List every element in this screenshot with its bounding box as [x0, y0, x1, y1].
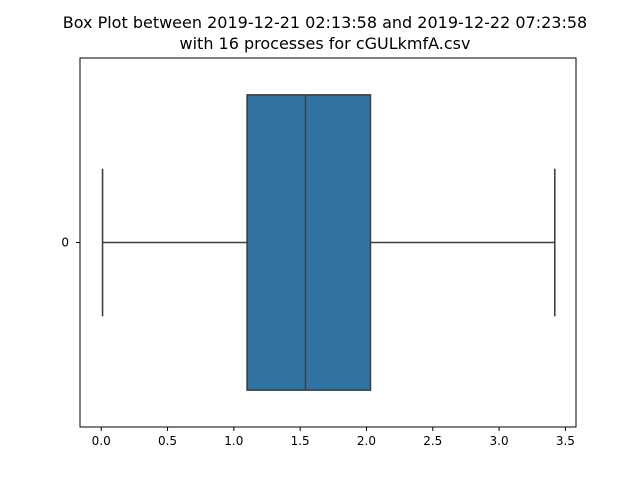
y-axis: 0 [61, 236, 80, 250]
iqr-box [246, 94, 372, 391]
x-tick-label: 3.5 [556, 434, 575, 448]
y-tick-label: 0 [61, 236, 69, 250]
x-tick-label: 1.0 [224, 434, 243, 448]
x-tick-label: 3.0 [490, 434, 509, 448]
chart-title-line-1: Box Plot between 2019-12-21 02:13:58 and… [63, 13, 587, 32]
x-tick-label: 1.5 [291, 434, 310, 448]
x-axis: 0.0 0.5 1.0 1.5 2.0 2.5 3.0 3.5 [92, 427, 575, 448]
x-tick-label: 0.5 [158, 434, 177, 448]
x-tick-label: 0.0 [92, 434, 111, 448]
chart-title-line-2: with 16 processes for cGULkmfA.csv [180, 34, 471, 53]
plot-area [101, 94, 556, 391]
x-tick-label: 2.5 [423, 434, 442, 448]
x-tick-label: 2.0 [357, 434, 376, 448]
